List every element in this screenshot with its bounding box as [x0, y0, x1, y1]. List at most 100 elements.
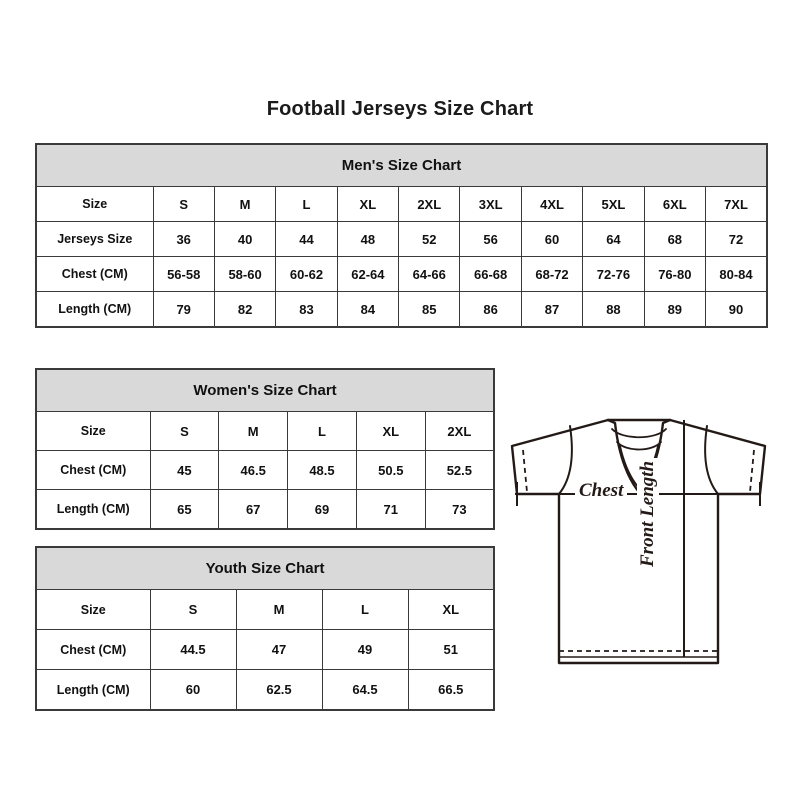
row-label-size: Size [35, 186, 154, 222]
mens-length-3: 84 [336, 291, 400, 328]
table-row: Length (CM) 79 82 83 84 85 86 87 88 89 9… [35, 291, 768, 328]
youth-size-xl: XL [407, 589, 495, 630]
mens-length-7: 88 [582, 291, 645, 328]
table-row: Size S M L XL 2XL 3XL 4XL 5XL 6XL 7XL [35, 186, 768, 222]
youth-length-2: 64.5 [321, 669, 409, 711]
womens-size-2xl: 2XL [424, 411, 495, 451]
womens-size-xl: XL [355, 411, 426, 451]
youth-chest-1: 47 [235, 629, 323, 670]
mens-size-4xl: 4XL [520, 186, 584, 222]
mens-chest-5: 66-68 [459, 256, 522, 292]
mens-jerseys-size-8: 68 [643, 221, 707, 257]
mens-size-m: M [213, 186, 277, 222]
mens-chest-9: 80-84 [705, 256, 768, 292]
mens-jerseys-size-6: 60 [520, 221, 584, 257]
youth-size-l: L [321, 589, 409, 630]
mens-size-3xl: 3XL [459, 186, 522, 222]
youth-length-3: 66.5 [407, 669, 495, 711]
womens-length-1: 67 [218, 489, 289, 530]
mens-chest-4: 64-66 [398, 256, 461, 292]
youth-size-table: Youth Size Chart Size S M L XL Chest (CM… [35, 546, 496, 711]
mens-length-9: 90 [705, 291, 768, 328]
mens-chest-3: 62-64 [336, 256, 400, 292]
mens-chest-0: 56-58 [152, 256, 215, 292]
womens-size-s: S [149, 411, 220, 451]
mens-table-caption: Men's Size Chart [35, 143, 768, 187]
jersey-collar-rib-1 [611, 428, 667, 439]
youth-chest-2: 49 [321, 629, 409, 670]
mens-size-6xl: 6XL [643, 186, 707, 222]
jersey-body-path [557, 492, 720, 665]
youth-size-m: M [235, 589, 323, 630]
row-label-size: Size [35, 411, 151, 451]
front-length-measurement-label: Front Length [637, 457, 659, 570]
jersey-left-armhole [558, 425, 573, 495]
jersey-right-sleeve [668, 418, 767, 496]
mens-jerseys-size-7: 64 [582, 221, 645, 257]
mens-size-l: L [275, 186, 338, 222]
womens-size-table: Women's Size Chart Size S M L XL 2XL Che… [35, 368, 495, 530]
table-row: Length (CM) 65 67 69 71 73 [35, 489, 495, 530]
womens-size-m: M [218, 411, 289, 451]
mens-chest-2: 60-62 [275, 256, 338, 292]
womens-length-2: 69 [287, 489, 357, 530]
table-caption-row: Women's Size Chart [35, 368, 495, 412]
womens-chest-1: 46.5 [218, 450, 289, 490]
womens-length-4: 73 [424, 489, 495, 530]
mens-jerseys-size-5: 56 [459, 221, 522, 257]
mens-length-1: 82 [213, 291, 277, 328]
table-row: Size S M L XL [35, 589, 495, 630]
row-label-jerseys-size: Jerseys Size [35, 221, 154, 257]
jersey-right-cuff-seam [749, 449, 755, 493]
mens-jerseys-size-0: 36 [152, 221, 215, 257]
womens-chest-3: 50.5 [355, 450, 426, 490]
table-caption-row: Youth Size Chart [35, 546, 495, 590]
row-label-chest: Chest (CM) [35, 450, 151, 490]
mens-length-8: 89 [643, 291, 707, 328]
mens-jerseys-size-9: 72 [705, 221, 768, 257]
table-caption-row: Men's Size Chart [35, 143, 768, 187]
youth-table-caption: Youth Size Chart [35, 546, 495, 590]
chest-measurement-label: Chest [575, 480, 628, 502]
youth-length-0: 60 [149, 669, 237, 711]
mens-size-xl: XL [336, 186, 400, 222]
mens-length-6: 87 [520, 291, 584, 328]
mens-size-7xl: 7XL [705, 186, 768, 222]
mens-size-table: Men's Size Chart Size S M L XL 2XL 3XL 4… [35, 143, 768, 328]
womens-length-3: 71 [355, 489, 426, 530]
table-row: Chest (CM) 44.5 47 49 51 [35, 629, 495, 670]
jersey-measurement-diagram: Chest Front Length [498, 398, 794, 694]
jersey-collar-rib-2 [616, 441, 662, 451]
mens-length-0: 79 [152, 291, 215, 328]
womens-chest-0: 45 [149, 450, 220, 490]
womens-length-0: 65 [149, 489, 220, 530]
mens-jerseys-size-4: 52 [398, 221, 461, 257]
womens-table-caption: Women's Size Chart [35, 368, 495, 412]
youth-chest-3: 51 [407, 629, 495, 670]
womens-size-l: L [287, 411, 357, 451]
womens-chest-2: 48.5 [287, 450, 357, 490]
row-label-length: Length (CM) [35, 489, 151, 530]
jersey-outline-svg [510, 418, 767, 665]
mens-length-4: 85 [398, 291, 461, 328]
mens-size-5xl: 5XL [582, 186, 645, 222]
row-label-chest: Chest (CM) [35, 256, 154, 292]
row-label-length: Length (CM) [35, 669, 151, 711]
mens-size-2xl: 2XL [398, 186, 461, 222]
youth-chest-0: 44.5 [149, 629, 237, 670]
table-row: Chest (CM) 45 46.5 48.5 50.5 52.5 [35, 450, 495, 490]
youth-length-1: 62.5 [235, 669, 323, 711]
mens-size-s: S [152, 186, 215, 222]
table-row: Chest (CM) 56-58 58-60 60-62 62-64 64-66… [35, 256, 768, 292]
page-title: Football Jerseys Size Chart [266, 98, 534, 120]
mens-jerseys-size-1: 40 [213, 221, 277, 257]
mens-jerseys-size-3: 48 [336, 221, 400, 257]
mens-jerseys-size-2: 44 [275, 221, 338, 257]
mens-chest-6: 68-72 [520, 256, 584, 292]
table-row: Size S M L XL 2XL [35, 411, 495, 451]
youth-size-s: S [149, 589, 237, 630]
jersey-right-armhole [704, 425, 719, 495]
mens-length-5: 86 [459, 291, 522, 328]
mens-length-2: 83 [275, 291, 338, 328]
